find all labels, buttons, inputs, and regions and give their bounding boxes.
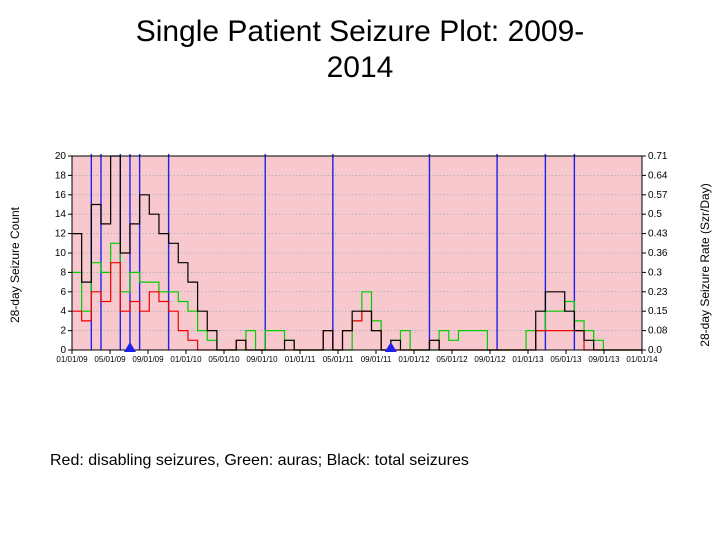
svg-text:0.08: 0.08	[648, 326, 668, 337]
svg-text:0.43: 0.43	[648, 229, 668, 240]
svg-text:01/01/12: 01/01/12	[398, 355, 430, 364]
svg-text:0.57: 0.57	[648, 190, 668, 201]
svg-text:18: 18	[55, 170, 67, 181]
legend-caption: Red: disabling seizures, Green: auras; B…	[50, 452, 469, 470]
svg-text:8: 8	[60, 267, 66, 278]
svg-text:09/01/11: 09/01/11	[361, 355, 392, 364]
page-title: Single Patient Seizure Plot: 2009- 2014	[0, 14, 720, 86]
svg-text:0.71: 0.71	[648, 151, 668, 162]
svg-text:0.23: 0.23	[648, 287, 668, 298]
svg-text:14: 14	[55, 209, 67, 220]
svg-text:01/01/10: 01/01/10	[170, 355, 202, 364]
svg-text:09/01/12: 09/01/12	[474, 355, 506, 364]
svg-text:09/01/09: 09/01/09	[132, 355, 164, 364]
svg-text:2: 2	[60, 326, 66, 337]
svg-text:0.15: 0.15	[648, 306, 668, 317]
svg-text:0.64: 0.64	[648, 170, 668, 181]
y-axis-left-label: 28-day Seizure Count	[8, 150, 22, 380]
svg-text:05/01/11: 05/01/11	[323, 355, 354, 364]
svg-text:05/01/09: 05/01/09	[94, 355, 126, 364]
svg-text:10: 10	[55, 248, 67, 259]
svg-text:6: 6	[60, 287, 66, 298]
svg-text:01/01/09: 01/01/09	[56, 355, 88, 364]
seizure-chart: 024681012141618200.00.080.150.230.30.360…	[30, 150, 690, 380]
svg-text:12: 12	[55, 229, 67, 240]
svg-text:0.3: 0.3	[648, 267, 662, 278]
svg-text:09/01/10: 09/01/10	[246, 355, 278, 364]
svg-text:0.5: 0.5	[648, 209, 662, 220]
svg-text:16: 16	[55, 190, 67, 201]
svg-text:01/01/11: 01/01/11	[285, 355, 316, 364]
svg-text:01/01/13: 01/01/13	[512, 355, 544, 364]
y-axis-right-label: 28-day Seizure Rate (Szr/Day)	[698, 150, 712, 380]
svg-text:20: 20	[55, 151, 67, 162]
svg-text:05/01/10: 05/01/10	[208, 355, 240, 364]
svg-text:09/01/13: 09/01/13	[588, 355, 620, 364]
svg-text:01/01/14: 01/01/14	[626, 355, 658, 364]
svg-text:0.36: 0.36	[648, 248, 668, 259]
svg-text:05/01/13: 05/01/13	[550, 355, 582, 364]
svg-text:05/01/12: 05/01/12	[436, 355, 468, 364]
svg-text:4: 4	[60, 306, 66, 317]
